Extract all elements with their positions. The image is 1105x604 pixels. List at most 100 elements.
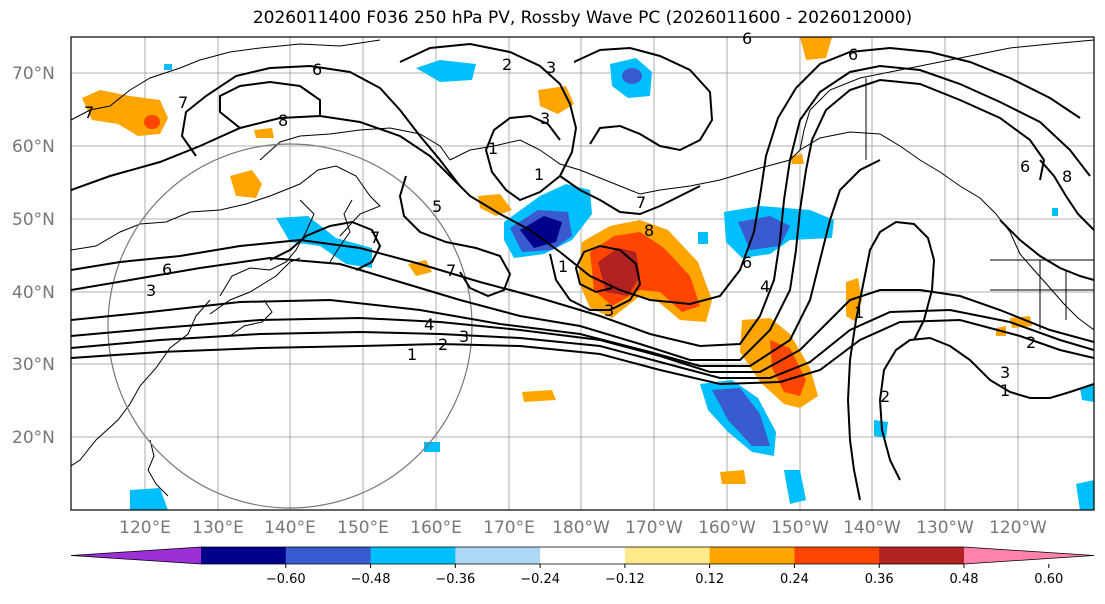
lon-label: 170°W — [625, 518, 683, 538]
contour-label-8c: 8 — [1062, 167, 1072, 186]
contour-label-8: 8 — [278, 111, 288, 130]
contour-label-7b: 7 — [178, 93, 188, 112]
negative-anomaly — [784, 470, 806, 504]
colorbar-tick-label: 0.48 — [950, 572, 979, 587]
contour-label-6b: 6 — [312, 60, 322, 79]
lat-label: 70°N — [12, 64, 55, 84]
contour-label-3c: 3 — [540, 109, 550, 128]
contour-label-7c: 7 — [636, 193, 646, 212]
lon-label: 150°E — [337, 518, 389, 538]
positive-anomaly — [408, 260, 432, 276]
colorbar-segment — [794, 547, 880, 564]
positive-anomaly — [522, 390, 556, 402]
positive-anomaly — [230, 170, 262, 198]
contour-label-6d: 6 — [742, 253, 752, 272]
colorbar-tick-label: 0.60 — [1034, 572, 1063, 587]
lon-label: 160°W — [698, 518, 756, 538]
lat-label: 40°N — [12, 283, 55, 303]
negative-anomaly — [130, 488, 168, 510]
lat-label: 50°N — [12, 210, 55, 230]
contour-label-3e: 3 — [146, 281, 156, 300]
colorbar-segment — [709, 547, 795, 564]
negative-anomaly — [164, 64, 172, 70]
colorbar-segment — [540, 547, 626, 564]
positive-anomaly — [720, 470, 746, 484]
positive-anomaly — [254, 128, 274, 138]
colorbar-tick-label: 0.36 — [865, 572, 894, 587]
contour-label-2: 2 — [438, 335, 448, 354]
contour-label-6c: 6 — [848, 45, 858, 64]
positive-anomaly — [144, 115, 160, 129]
colorbar-segment — [879, 547, 965, 564]
colorbar-tick-label: 0.24 — [780, 572, 809, 587]
colorbar-tick-label: −0.48 — [351, 572, 391, 587]
lon-label: 170°E — [483, 518, 535, 538]
map-frame — [70, 36, 1095, 511]
lon-label: 180°W — [552, 518, 610, 538]
contour-label-8b: 8 — [644, 221, 654, 240]
longitude-labels: 120°E 130°E 140°E 150°E 160°E 170°E 180°… — [119, 518, 1047, 538]
colorbar-extend-max — [964, 547, 1094, 564]
colorbar: −0.60 −0.48 −0.36 −0.24 −0.12 0.12 0.24 0.36 0.4… — [70, 546, 1095, 587]
positive-anomaly — [800, 37, 832, 60]
lon-label: 120°E — [119, 518, 171, 538]
pv-contours — [71, 42, 1094, 501]
colorbar-segment — [201, 547, 287, 564]
contour-label-1: 1 — [407, 345, 417, 364]
contour-label-1e: 1 — [558, 257, 568, 276]
contour-label-7d: 7 — [446, 261, 456, 280]
graticule — [71, 37, 1094, 510]
negative-anomaly — [416, 60, 476, 82]
contour-label-3f: 3 — [604, 301, 614, 320]
lon-label: 150°W — [771, 518, 829, 538]
colorbar-tick-label: −0.60 — [266, 572, 306, 587]
colorbar-segment — [624, 547, 711, 564]
contour-label-3d: 3 — [1000, 363, 1010, 382]
lat-label: 20°N — [12, 428, 55, 448]
lon-label: 140°E — [264, 518, 316, 538]
contour-label-3: 3 — [459, 327, 469, 346]
contour-label-1c: 1 — [1000, 381, 1010, 400]
contour-label-1b: 1 — [488, 139, 498, 158]
colorbar-tick-label: −0.12 — [605, 572, 645, 587]
colorbar-tick-label: 0.12 — [695, 572, 724, 587]
map-title: 2026011400 F036 250 hPa PV, Rossby Wave … — [252, 8, 913, 28]
colorbar-outline — [70, 546, 1095, 565]
lat-label: 60°N — [12, 137, 55, 157]
colorbar-tick-label: −0.36 — [435, 572, 475, 587]
negative-anomaly — [1052, 208, 1058, 216]
colorbar-tick-label: −0.24 — [520, 572, 560, 587]
contour-label-2d: 2 — [880, 387, 890, 406]
negative-anomaly — [1076, 480, 1094, 510]
negative-anomaly — [712, 388, 770, 446]
contour-label-4: 4 — [424, 315, 434, 334]
lat-label: 30°N — [12, 355, 55, 375]
lon-label: 130°E — [192, 518, 244, 538]
contour-label-5: 5 — [432, 197, 442, 216]
lon-label: 140°W — [843, 518, 901, 538]
lon-label: 160°E — [410, 518, 462, 538]
negative-anomaly — [622, 68, 642, 84]
contour-label-7e: 7 — [84, 103, 94, 122]
colorbar-segment — [285, 547, 372, 564]
contour-label-6e: 6 — [1020, 157, 1030, 176]
contour-label-3b: 3 — [546, 58, 556, 77]
contour-label-6: 6 — [162, 260, 172, 279]
colorbar-extend-min — [71, 547, 201, 564]
negative-anomaly — [520, 216, 562, 248]
lon-label: 120°W — [989, 518, 1047, 538]
contour-label-1d: 1 — [854, 303, 864, 322]
latitude-labels: 70°N 60°N 50°N 40°N 30°N 20°N — [12, 64, 55, 448]
contour-label-2c: 2 — [1026, 333, 1036, 352]
negative-anomaly — [698, 232, 708, 244]
lon-label: 130°W — [916, 518, 974, 538]
contour-label-4b: 4 — [760, 277, 770, 296]
contour-labels: 1 2 3 4 6 7 8 6 3 1 2 3 6 7 8 7 6 5 3 2 … — [84, 29, 1072, 406]
colorbar-segment — [455, 547, 541, 564]
contour-label-6f: 6 — [742, 29, 752, 48]
contour-label-1f: 1 — [534, 165, 544, 184]
colorbar-segment — [370, 547, 456, 564]
negative-anomaly — [276, 216, 372, 268]
contour-label-7: 7 — [370, 228, 380, 247]
